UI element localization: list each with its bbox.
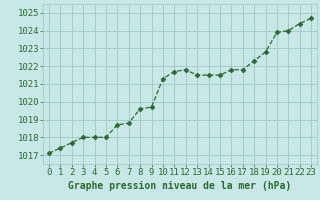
- X-axis label: Graphe pression niveau de la mer (hPa): Graphe pression niveau de la mer (hPa): [68, 181, 292, 191]
